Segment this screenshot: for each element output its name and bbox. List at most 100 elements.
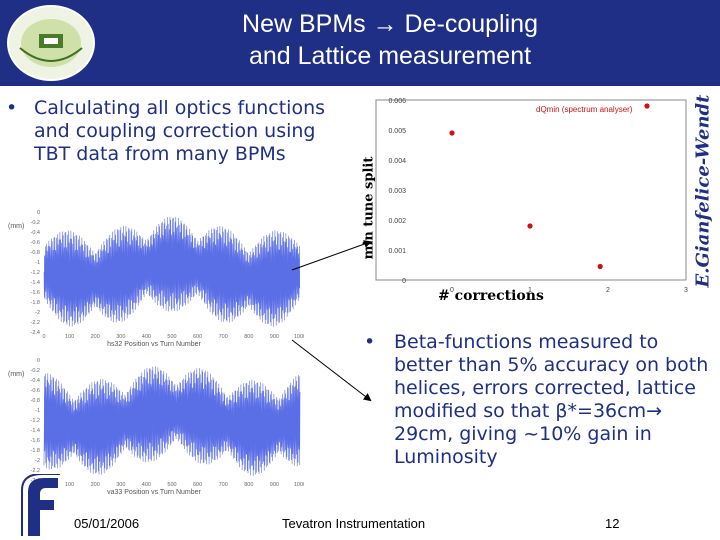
x-tick-label: 700	[219, 482, 228, 488]
x-tick-label: 200	[91, 482, 100, 488]
y-tick-label: 0.002	[388, 218, 406, 225]
y-tick-label: -1.4	[31, 280, 40, 286]
y-tick-label: -1.8	[31, 448, 40, 454]
footer-date: 05/01/2006	[74, 516, 140, 531]
x-tick-labels: 0 100 200 300 400 500 600 700 800 900 1000	[42, 334, 304, 340]
data-point	[527, 223, 533, 229]
fermilab-logo	[21, 474, 60, 536]
x-tick-label: 300	[116, 482, 125, 488]
pointer-arrows	[291, 240, 372, 402]
y-tick-label: -2.4	[31, 330, 40, 336]
x-tick-label: 900	[270, 334, 279, 340]
data-point	[644, 103, 650, 109]
y-tick-label: 0	[37, 358, 40, 364]
x-axis-caption: va33 Position vs Turn Number	[107, 489, 201, 496]
y-tick-label: -2	[35, 458, 40, 464]
y-tick-label: -1.6	[31, 290, 40, 296]
y-tick-label: 0.005	[388, 128, 406, 135]
x-axis-caption: hs32 Position vs Turn Number	[107, 341, 201, 348]
y-tick-label: 0.006	[388, 98, 406, 105]
data-point	[597, 263, 603, 270]
x-tick-labels: 0 1 2 3	[450, 287, 688, 294]
bullet-marker: •	[6, 97, 18, 119]
x-axis-label: # corrections	[438, 288, 544, 304]
y-tick-label: -1.8	[31, 300, 40, 306]
y-tick-label: -0.8	[31, 250, 40, 256]
y-tick-label: -1.2	[31, 270, 40, 276]
position-trace	[43, 366, 301, 476]
tbt-plot-vertical: 0 -0.2 -0.4 -0.6 -0.8 -1 -1.2 -1.4 -1.6 -1.8 -2 -2.…	[8, 358, 304, 496]
x-tick-label: 3	[684, 287, 688, 294]
y-tick-label: -2	[35, 310, 40, 316]
x-tick-label: 600	[193, 334, 202, 340]
bullet-beta-functions: • Beta-functions measured to better than…	[364, 331, 716, 469]
x-tick-label: 700	[219, 334, 228, 340]
footer-title: Tevatron Instrumentation	[282, 516, 426, 531]
x-tick-label: 300	[116, 334, 125, 340]
x-tick-label: 0	[450, 287, 454, 294]
y-tick-label: -0.2	[31, 368, 40, 374]
x-tick-label: 100	[65, 334, 74, 340]
x-tick-label: 1000	[294, 334, 304, 340]
legend-entry: dQmin (spectrum analyser)	[536, 105, 633, 114]
bpm-project-logo	[7, 5, 95, 81]
y-tick-label: 0.004	[388, 158, 406, 165]
x-tick-label: 800	[244, 482, 253, 488]
y-unit-label: (mm)	[8, 371, 24, 378]
coupling-chart: 0 0.001 0.002 0.003 0.004 0.005 0.006 0 1 2 3 dQm…	[375, 98, 688, 294]
x-tick-label: 500	[167, 334, 176, 340]
y-tick-label: -0.4	[31, 230, 40, 236]
data-point	[449, 130, 455, 136]
y-tick-label: 0	[402, 278, 406, 285]
y-tick-label: -2.2	[31, 320, 40, 326]
data-points	[449, 103, 650, 270]
bullet-text: Calculating all optics functions and cou…	[34, 97, 326, 165]
y-tick-label: -1.6	[31, 438, 40, 444]
y-tick-label: 0.003	[388, 188, 406, 195]
arrow-up	[291, 240, 372, 271]
y-tick-labels: 0 -0.2 -0.4 -0.6 -0.8 -1 -1.2 -1.4 -1.6 -1.8 -2 -2.…	[31, 210, 40, 336]
y-tick-label: -0.2	[31, 220, 40, 226]
bullet-marker: •	[364, 331, 376, 353]
y-tick-label: 0	[37, 210, 40, 216]
author-credit: E.Gianfelice-Wendt	[688, 94, 718, 288]
x-tick-label: 400	[142, 482, 151, 488]
x-tick-label: 400	[142, 334, 151, 340]
x-tick-label: 1000	[294, 482, 304, 488]
title-line-2: and Lattice measurement	[248, 42, 532, 70]
y-tick-label: -0.4	[31, 378, 40, 384]
plot-frame	[375, 99, 687, 281]
y-tick-label: -1	[35, 408, 40, 414]
x-tick-label: 800	[244, 334, 253, 340]
y-tick-label: -2.2	[31, 468, 40, 474]
arrow-down	[291, 339, 372, 402]
bullet-text: Beta-functions measured to better than 5…	[394, 331, 709, 468]
x-tick-label: 900	[270, 482, 279, 488]
x-tick-label: 0	[42, 334, 45, 340]
y-tick-label: -0.6	[31, 240, 40, 246]
y-unit-label: (mm)	[8, 223, 24, 230]
title-line-1: New BPMs → De-coupling	[242, 10, 538, 38]
x-tick-label: 200	[91, 334, 100, 340]
y-tick-label: -0.8	[31, 398, 40, 404]
page-number: 12	[605, 516, 620, 531]
y-tick-label: -0.6	[31, 388, 40, 394]
bullet-optics-calculation: • Calculating all optics functions and c…	[6, 97, 336, 166]
tbt-plot-horizontal: 0 -0.2 -0.4 -0.6 -0.8 -1 -1.2 -1.4 -1.6 -1.8 -2 -2.…	[8, 210, 304, 348]
x-tick-label: 600	[193, 482, 202, 488]
author-credit-text: E.Gianfelice-Wendt	[692, 94, 714, 288]
page-title: New BPMs → De-coupling and Lattice measu…	[110, 8, 670, 72]
x-tick-labels: 01002003004005006007008009001000	[42, 482, 304, 488]
y-tick-label: -1.2	[31, 418, 40, 424]
x-tick-label: 500	[167, 482, 176, 488]
x-tick-label: 2	[606, 287, 610, 294]
y-tick-label: 0.001	[388, 248, 406, 255]
slide-header: New BPMs → De-coupling and Lattice measu…	[0, 0, 720, 86]
y-tick-labels: 0 0.001 0.002 0.003 0.004 0.005 0.006	[388, 98, 406, 285]
position-trace	[43, 216, 301, 327]
y-tick-labels: 0 -0.2 -0.4 -0.6 -0.8 -1 -1.2 -1.4 -1.6 -1.8 -2 -2.…	[31, 358, 40, 484]
x-tick-label: 1	[528, 287, 532, 294]
x-tick-label: 100	[65, 482, 74, 488]
y-tick-label: -1	[35, 260, 40, 266]
y-tick-label: -1.4	[31, 428, 40, 434]
